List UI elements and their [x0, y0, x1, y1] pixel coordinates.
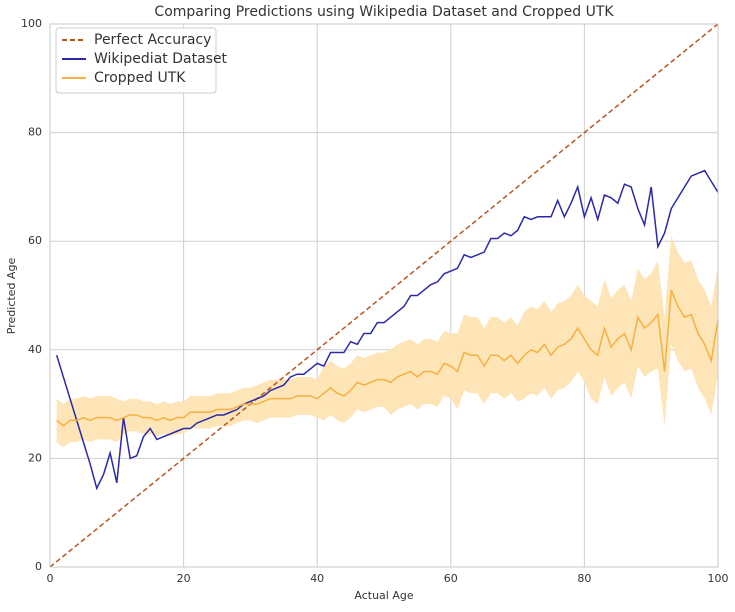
y-tick-label: 60	[28, 234, 42, 247]
y-tick-label: 40	[28, 343, 42, 356]
x-tick-label: 20	[177, 572, 191, 585]
series-line	[56, 289, 719, 427]
chart-title: Comparing Predictions using Wikipedia Da…	[154, 4, 614, 20]
x-tick-label: 0	[47, 572, 54, 585]
legend-box	[55, 27, 217, 94]
legend-label: Cropped UTK	[94, 70, 186, 86]
y-tick-label: 0	[35, 560, 42, 573]
y-tick-label: 80	[28, 126, 42, 139]
x-tick-label: 40	[310, 572, 324, 585]
legend-label: Perfect Accuracy	[94, 32, 211, 48]
x-tick-label: 60	[444, 572, 458, 585]
plot-frame	[49, 23, 719, 568]
plot-area	[49, 23, 719, 568]
y-tick-label: 20	[28, 451, 42, 464]
x-tick-label: 100	[708, 572, 729, 585]
series-line	[55, 169, 719, 491]
legend-label: Wikipediat Dataset	[94, 51, 228, 67]
confidence-band	[56, 235, 719, 448]
y-tick-label: 100	[21, 17, 42, 30]
y-axis-label: Predicted Age	[5, 258, 18, 335]
legend: Perfect Accuracy Wikipediat Dataset Croppe…	[55, 27, 228, 94]
x-axis-label: Actual Age	[354, 589, 413, 602]
x-tick-label: 80	[577, 572, 591, 585]
